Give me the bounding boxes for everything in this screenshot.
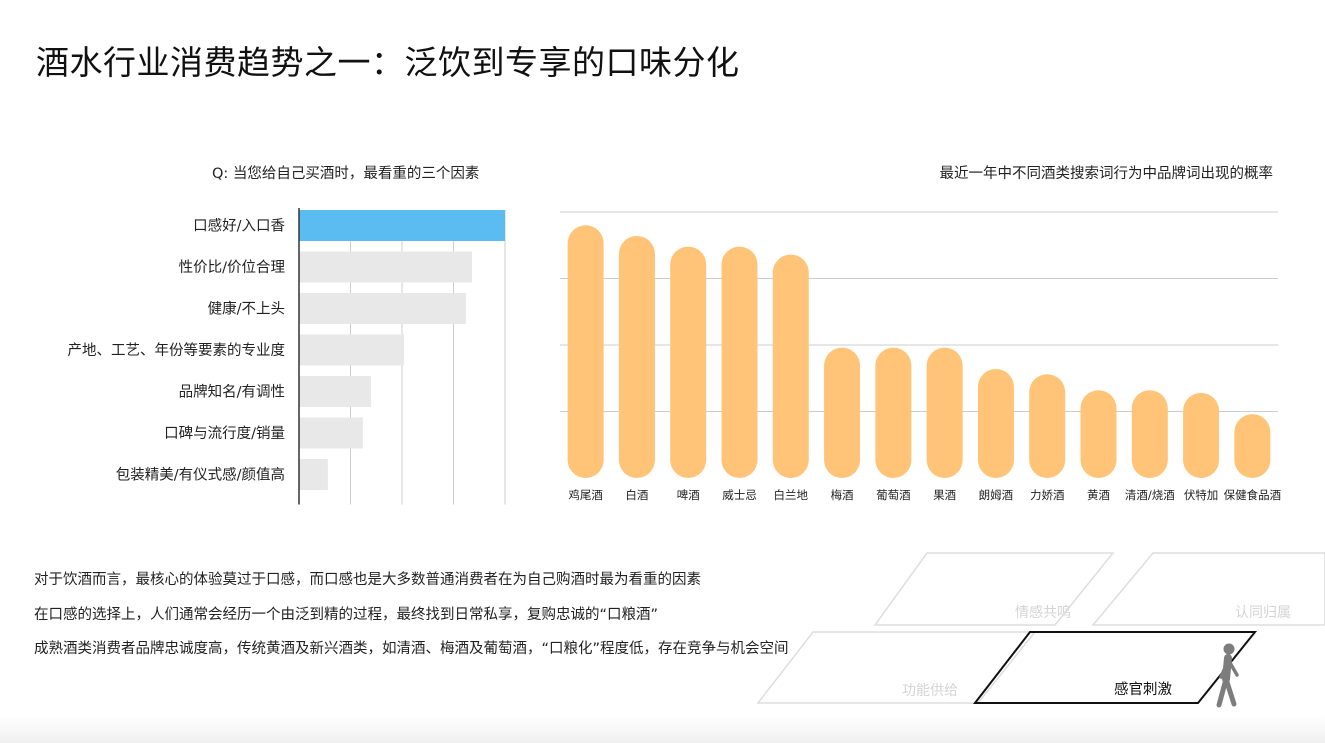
pyramid-tile-belonging [1091, 552, 1325, 626]
category-label: 品牌知名/有调性 [179, 384, 285, 401]
column [926, 347, 963, 478]
category-label: 白酒 [625, 488, 648, 502]
category-label: 包装精美/有仪式感/颜值高 [116, 467, 285, 484]
category-label: 口碑与流行度/销量 [164, 425, 285, 442]
page-title: 酒水行业消费趋势之一：泛饮到专享的口味分化 [36, 43, 740, 82]
note-line-1: 对于饮酒而言，最核心的体验莫过于口感，而口感也是大多数普通消费者在为自己购酒时最… [34, 572, 701, 588]
bar [299, 417, 363, 449]
pyramid-tile-emotion [873, 552, 1115, 626]
bar [299, 251, 473, 283]
walking-person-icon [1216, 643, 1239, 708]
category-label: 口感好/入口香 [193, 218, 285, 235]
column [1029, 374, 1066, 478]
category-label: 梅酒 [831, 488, 854, 502]
importance-factors-chart: 口感好/入口香性价比/价位合理健康/不上头产地、工艺、年份等要素的专业度品牌知名… [68, 208, 506, 505]
column [1183, 392, 1220, 478]
category-label: 啤酒 [677, 488, 700, 502]
column [618, 235, 655, 478]
note-line-3: 成熟酒类消费者品牌忠诚度高，传统黄酒及新兴酒类，如清酒、梅酒及葡萄酒，“口粮化”… [34, 641, 789, 657]
category-label: 白兰地 [774, 488, 809, 502]
category-label: 伏特加 [1184, 488, 1219, 502]
category-label: 威士忌 [722, 488, 757, 502]
bar [299, 376, 372, 407]
category-label: 清酒/烧酒 [1125, 488, 1175, 502]
pyramid-label-emotion: 情感共鸣 [1015, 604, 1071, 621]
column [824, 347, 861, 478]
bar [299, 459, 328, 490]
pyramid-label-sense: 感官刺激 [1114, 681, 1172, 698]
category-label: 葡萄酒 [876, 488, 911, 502]
pyramid-tile-sense[interactable] [972, 631, 1258, 704]
note-line-2: 在口感的选择上，人们通常会经历一个由泛到精的过程，最终找到日常私享，复购忠诚的“… [34, 606, 659, 623]
column [721, 246, 758, 478]
column [670, 246, 707, 478]
pyramid-label-belonging: 认同归属 [1235, 604, 1291, 621]
category-label: 产地、工艺、年份等要素的专业度 [68, 341, 286, 359]
bar [299, 210, 505, 241]
category-label: 性价比/价位合理 [179, 259, 286, 276]
category-label: 鸡尾酒 [568, 488, 603, 502]
pyramid-label-function: 功能供给 [902, 683, 958, 699]
category-label: 保健食品酒 [1224, 488, 1282, 502]
needs-pyramid-diagram: 情感共鸣 认同归属 功能供给 感官刺激 [756, 552, 1325, 708]
column [1234, 414, 1271, 478]
bar [299, 334, 405, 366]
column [1080, 390, 1117, 478]
brand-search-probability-chart: 鸡尾酒 白酒 啤酒 威士忌 白兰地 梅酒 葡萄酒 果酒 朗姆酒 力娇酒 黄酒 清酒/烧酒 伏特加 保健食品… [560, 211, 1282, 502]
column [875, 347, 912, 478]
left-chart-title: Q: 当您给自己买酒时，最看重的三个因素 [212, 166, 480, 182]
category-label: 力娇酒 [1030, 488, 1065, 502]
category-label: 朗姆酒 [979, 488, 1014, 502]
right-chart-title: 最近一年中不同酒类搜索词行为中品牌词出现的概率 [939, 166, 1274, 182]
category-label: 果酒 [933, 488, 956, 502]
column [1131, 390, 1168, 478]
bar [299, 293, 466, 324]
category-label: 健康/不上头 [208, 301, 285, 318]
column [772, 254, 809, 478]
bottom-fade [0, 715, 1325, 743]
notes: 对于饮酒而言，最核心的体验莫过于口感，而口感也是大多数普通消费者在为自己购酒时最… [34, 570, 789, 674]
column [977, 368, 1014, 478]
pyramid-tile-function [756, 631, 1037, 704]
category-label: 黄酒 [1087, 488, 1110, 502]
column [567, 225, 604, 478]
